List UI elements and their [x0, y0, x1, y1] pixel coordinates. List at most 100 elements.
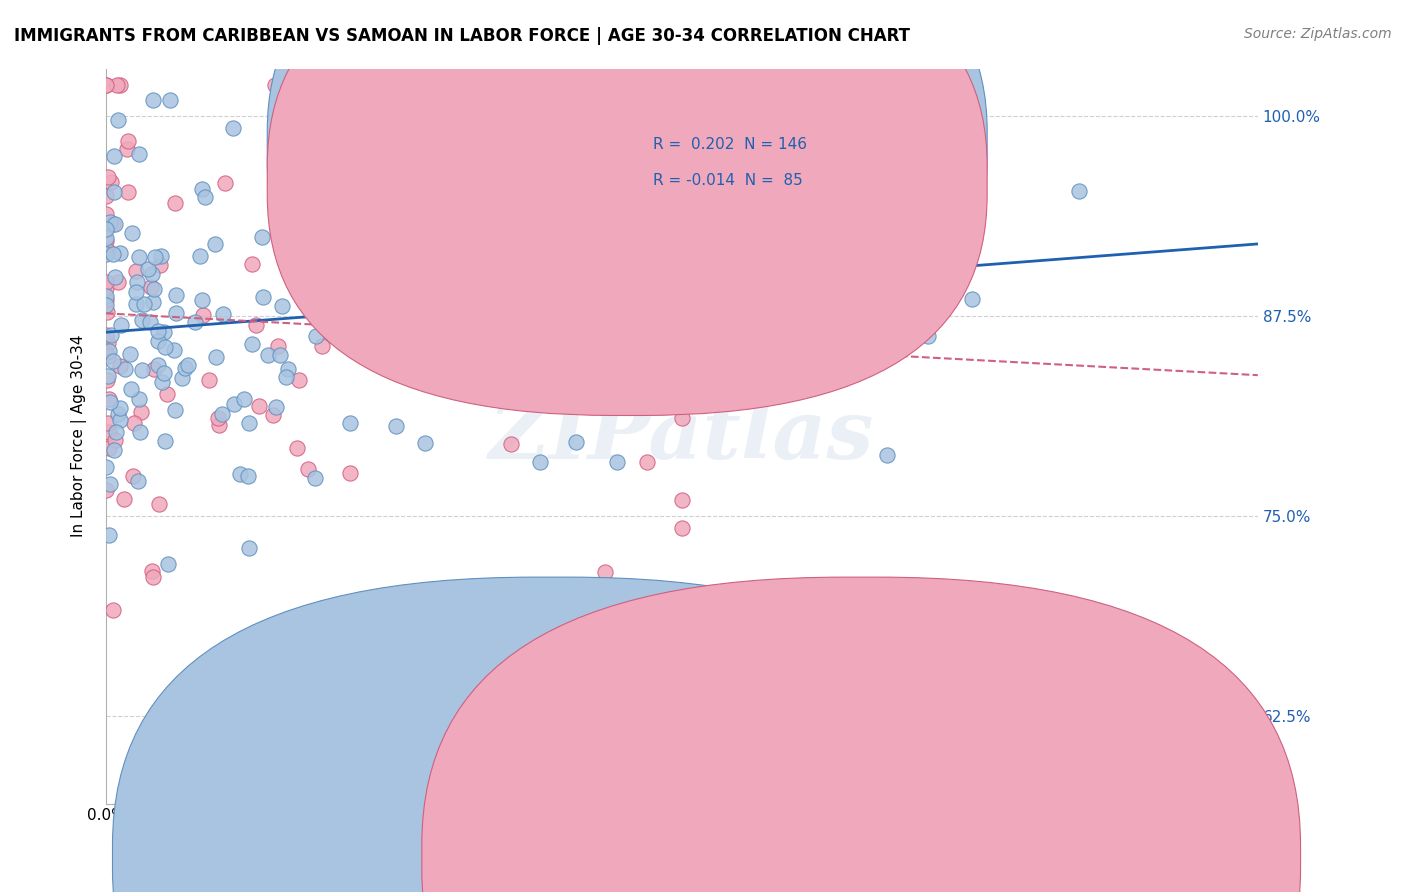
Point — [269, 348, 291, 362]
Point — [595, 565, 617, 579]
Point — [205, 350, 228, 364]
Point — [415, 266, 437, 280]
Point — [267, 339, 290, 353]
Point — [291, 259, 314, 273]
Point — [287, 373, 309, 387]
Point — [150, 249, 173, 263]
Point — [142, 294, 165, 309]
Point — [780, 261, 803, 276]
Point — [509, 301, 531, 315]
Point — [238, 541, 260, 555]
Point — [245, 318, 267, 333]
Point — [606, 454, 628, 468]
Point — [114, 362, 136, 376]
Point — [190, 249, 212, 263]
Point — [305, 253, 328, 268]
Point — [97, 528, 120, 542]
Point — [163, 196, 186, 211]
Point — [103, 354, 125, 368]
Point — [104, 217, 127, 231]
Point — [128, 250, 150, 264]
Point — [547, 380, 569, 394]
Point — [501, 437, 523, 451]
Point — [1067, 184, 1090, 198]
Point — [101, 217, 124, 231]
Point — [97, 425, 120, 439]
Point — [107, 407, 129, 421]
Point — [222, 397, 245, 411]
Point — [134, 297, 156, 311]
Point — [636, 455, 658, 469]
Point — [412, 127, 434, 141]
Point — [117, 134, 139, 148]
Point — [468, 351, 491, 366]
Point — [103, 149, 125, 163]
Point — [97, 169, 120, 184]
Point — [876, 448, 898, 462]
Point — [110, 318, 132, 332]
Point — [94, 327, 117, 342]
Point — [96, 460, 118, 475]
Point — [127, 474, 149, 488]
Point — [94, 222, 117, 236]
Point — [247, 399, 270, 413]
Point — [97, 343, 120, 358]
Point — [157, 557, 180, 571]
Point — [266, 400, 288, 414]
Point — [252, 290, 274, 304]
Point — [626, 258, 648, 272]
Point — [143, 250, 166, 264]
Text: R = -0.014  N =  85: R = -0.014 N = 85 — [654, 173, 803, 187]
Point — [159, 94, 181, 108]
Point — [110, 245, 132, 260]
Point — [121, 468, 143, 483]
Point — [98, 441, 121, 455]
Point — [103, 603, 125, 617]
Point — [315, 301, 337, 315]
Point — [582, 257, 605, 271]
Point — [141, 564, 163, 578]
Point — [94, 78, 117, 92]
Point — [136, 261, 159, 276]
Point — [97, 392, 120, 406]
Point — [623, 371, 645, 385]
Point — [271, 299, 294, 313]
Point — [311, 339, 333, 353]
Point — [585, 363, 607, 377]
Point — [671, 258, 693, 272]
Point — [143, 362, 166, 376]
Point — [917, 329, 939, 343]
Point — [960, 292, 983, 306]
Point — [165, 306, 187, 320]
Point — [141, 267, 163, 281]
Point — [671, 342, 693, 356]
Point — [214, 177, 236, 191]
Point — [655, 270, 678, 285]
Point — [110, 78, 132, 92]
Point — [702, 243, 724, 257]
Point — [105, 78, 128, 92]
Point — [98, 215, 121, 229]
Point — [682, 205, 704, 219]
Point — [101, 247, 124, 261]
Point — [207, 411, 229, 425]
Point — [371, 227, 394, 241]
Point — [543, 317, 565, 331]
Point — [257, 348, 280, 362]
Point — [177, 358, 200, 372]
Text: R =  0.202  N = 146: R = 0.202 N = 146 — [654, 137, 807, 153]
Point — [162, 343, 184, 357]
Point — [294, 152, 316, 166]
Point — [104, 269, 127, 284]
Point — [156, 387, 179, 401]
Point — [778, 223, 800, 237]
Point — [172, 371, 194, 385]
Point — [240, 258, 263, 272]
Point — [96, 483, 118, 497]
Point — [311, 278, 333, 293]
Point — [238, 416, 260, 430]
Point — [949, 142, 972, 156]
Point — [592, 195, 614, 210]
Point — [96, 336, 118, 351]
Point — [108, 413, 131, 427]
